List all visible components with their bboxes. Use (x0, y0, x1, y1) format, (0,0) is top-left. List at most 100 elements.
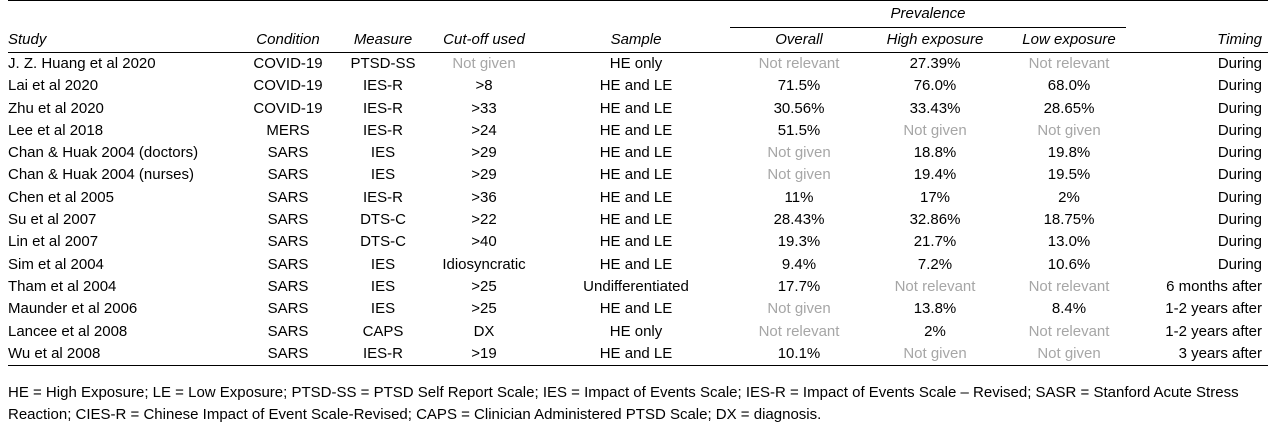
col-header-overall: Overall (730, 28, 868, 53)
cell-measure: IES-R (340, 342, 426, 367)
cell-condition: SARS (267, 144, 309, 162)
cell-measure: IES-R (362, 99, 403, 117)
cell-measure: CAPS (362, 322, 404, 340)
cell-sample: HE and LE (599, 166, 673, 184)
empty-header (8, 0, 236, 28)
cell-overall: Not given (767, 300, 831, 318)
cell-high-exposure: 76.0% (913, 77, 957, 95)
table-row: J. Z. Huang et al 2020 COVID-19 PTSD-SS Not… (8, 53, 1268, 76)
cell-measure: IES (370, 144, 396, 162)
cell-study: J. Z. Huang et al 2020 (8, 55, 156, 72)
col-header-high-exposure: High exposure (868, 28, 1002, 53)
cell-high-exposure: 18.8% (913, 144, 957, 162)
cell-timing: During (1217, 211, 1263, 229)
prevalence-group-header: Prevalence (730, 0, 1137, 28)
cell-low-exposure: 18.75% (1043, 211, 1095, 229)
cell-high-exposure: 32.86% (909, 211, 961, 229)
col-header-cutoff: Cut-off used (426, 28, 542, 53)
prevalence-group-label: Prevalence (730, 1, 1127, 28)
table-row: Chan & Huak 2004 (nurses) SARS IES >29 HE an… (8, 164, 1268, 186)
cell-low-exposure: 19.8% (1047, 144, 1091, 162)
cell-low-exposure: 68.0% (1047, 77, 1091, 95)
cell-condition: SARS (267, 277, 309, 295)
cell-low-exposure: Not given (1002, 342, 1137, 367)
cell-condition: SARS (267, 188, 309, 206)
cell-condition: COVID-19 (253, 77, 323, 95)
cell-condition: SARS (267, 211, 309, 229)
prevalence-table: Prevalence Study Condition Measure Cut-o… (8, 0, 1269, 367)
cell-measure: IES (370, 166, 396, 184)
empty-header (426, 0, 542, 28)
cell-timing: During (1217, 121, 1263, 139)
cell-measure: IES-R (362, 77, 403, 95)
cell-timing: During (1217, 166, 1263, 184)
cell-low-exposure: 19.5% (1047, 166, 1091, 184)
cell-overall: 71.5% (777, 77, 821, 95)
cell-measure: DTS-C (360, 233, 406, 251)
empty-header (340, 0, 426, 28)
cell-study: Tham et al 2004 (8, 277, 117, 295)
table-row: Lai et al 2020 COVID-19 IES-R >8 HE and LE 71… (8, 75, 1268, 97)
cell-condition: COVID-19 (253, 99, 323, 117)
table-row: Sim et al 2004 SARS IES Idiosyncratic HE and… (8, 254, 1268, 276)
col-header-low-exposure: Low exposure (1002, 28, 1137, 53)
cell-study: Su et al 2007 (8, 211, 97, 229)
cell-overall: Not relevant (758, 55, 840, 72)
cell-cutoff: >40 (471, 233, 497, 251)
cell-high-exposure: Not relevant (894, 277, 976, 295)
cell-timing: 1-2 years after (1165, 300, 1263, 318)
table-row: Zhu et al 2020 COVID-19 IES-R >33 HE and LE 3… (8, 98, 1268, 120)
cell-timing: During (1217, 144, 1263, 162)
column-header-row: Study Condition Measure Cut-off used Sam… (8, 28, 1269, 53)
cell-sample: HE only (609, 55, 663, 72)
cell-study: Wu et al 2008 (8, 342, 236, 367)
empty-header (236, 0, 340, 28)
cell-study: Chan & Huak 2004 (doctors) (8, 144, 199, 162)
cell-high-exposure: 19.4% (913, 166, 957, 184)
cell-condition: MERS (266, 121, 310, 139)
table-row: Chan & Huak 2004 (doctors) SARS IES >29 HE a… (8, 142, 1268, 164)
cell-overall: 19.3% (777, 233, 821, 251)
table-footnote: HE = High Exposure; LE = Low Exposure; P… (8, 384, 1239, 423)
cell-overall: 51.5% (777, 121, 821, 139)
cell-cutoff: >36 (471, 188, 497, 206)
cell-overall: Not relevant (758, 322, 840, 340)
cell-sample: HE and LE (542, 342, 730, 367)
table-row: Lancee et al 2008 SARS CAPS DX HE only Not re… (8, 321, 1268, 343)
cell-low-exposure: Not relevant (1028, 277, 1110, 295)
cell-cutoff: Idiosyncratic (442, 255, 526, 273)
cell-timing: During (1217, 55, 1263, 72)
cell-measure: IES (370, 255, 396, 273)
cell-measure: PTSD-SS (350, 55, 416, 72)
col-header-timing: Timing (1136, 28, 1269, 53)
empty-header (542, 0, 730, 28)
cell-cutoff: >25 (471, 300, 497, 318)
cell-measure: IES (370, 300, 396, 318)
cell-study: Lai et al 2020 (8, 77, 99, 95)
cell-timing: 3 years after (1136, 342, 1269, 367)
cell-sample: HE and LE (599, 233, 673, 251)
cell-study: Sim et al 2004 (8, 255, 104, 273)
cell-low-exposure: 10.6% (1047, 255, 1091, 273)
cell-study: Lancee et al 2008 (8, 322, 128, 340)
cell-high-exposure: 21.7% (913, 233, 957, 251)
cell-low-exposure: Not given (1037, 121, 1101, 139)
cell-sample: HE only (609, 322, 663, 340)
cell-timing: During (1217, 99, 1263, 117)
cell-overall: Not given (767, 144, 831, 162)
cell-overall: 30.56% (773, 99, 825, 117)
cell-sample: HE and LE (599, 255, 673, 273)
table-row: Maunder et al 2006 SARS IES >25 HE and LE Not… (8, 298, 1268, 320)
cell-measure: DTS-C (360, 211, 406, 229)
table-body: J. Z. Huang et al 2020 COVID-19 PTSD-SS Not… (8, 53, 1269, 367)
cell-overall: 9.4% (781, 255, 817, 273)
cell-study: Maunder et al 2006 (8, 300, 138, 318)
cell-study: Lin et al 2007 (8, 233, 99, 251)
cell-study: Zhu et al 2020 (8, 99, 104, 117)
cell-timing: 6 months after (1166, 277, 1263, 295)
cell-high-exposure: 33.43% (909, 99, 961, 117)
cell-condition: SARS (267, 255, 309, 273)
cell-overall: 11% (784, 188, 814, 206)
cell-timing: During (1217, 233, 1263, 251)
cell-condition: SARS (267, 233, 309, 251)
